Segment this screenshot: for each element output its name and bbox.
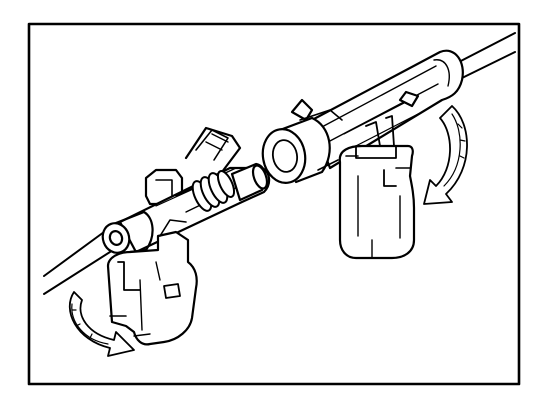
left-connector-tip <box>230 162 269 202</box>
right-connector-body <box>290 49 464 170</box>
right-connector-socket <box>261 109 343 184</box>
right-retainer-clip <box>338 115 416 260</box>
left-mounting-bracket <box>144 126 242 206</box>
left-cable <box>43 231 111 295</box>
left-retainer-clip <box>106 219 198 346</box>
left-connector-seal <box>191 170 236 212</box>
right-rotation-arrow <box>423 105 468 205</box>
left-rotation-arrow <box>68 291 135 357</box>
